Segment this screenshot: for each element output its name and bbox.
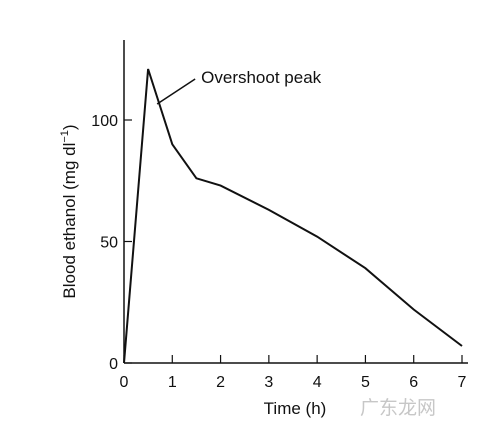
series-layer (123, 68, 463, 364)
x-tick-label: 3 (264, 374, 273, 391)
series-line (123, 68, 463, 364)
y-axis-title: Blood ethanol (mg dl−1) (59, 124, 79, 298)
y-axis-title-suffix: ) (60, 124, 79, 130)
x-tick-label: 4 (313, 374, 322, 391)
annotation-leader-line (156, 78, 196, 105)
y-tick-label: 0 (109, 356, 118, 373)
x-ticks: 0 1 2 3 4 5 6 7 (120, 355, 467, 391)
x-tick-label: 5 (361, 374, 370, 391)
x-tick-label: 6 (409, 374, 418, 391)
x-tick-label: 0 (120, 374, 129, 391)
watermark-text: 广东龙网 (360, 397, 436, 419)
x-tick-label: 2 (216, 374, 225, 391)
y-ticks: 0 50 100 (91, 113, 132, 373)
y-axis-title-superscript: −1 (59, 130, 71, 143)
axes (123, 40, 468, 364)
y-tick-label: 100 (91, 113, 118, 130)
annotation-layer: Overshoot peak (156, 68, 322, 105)
y-tick-label: 50 (100, 235, 118, 252)
x-tick-label: 1 (168, 374, 177, 391)
y-axis-title-main: Blood ethanol (mg dl (60, 143, 79, 299)
x-axis-title: Time (h) (264, 399, 327, 418)
annotation-overshoot-peak: Overshoot peak (201, 68, 322, 87)
x-tick-label: 7 (458, 374, 467, 391)
